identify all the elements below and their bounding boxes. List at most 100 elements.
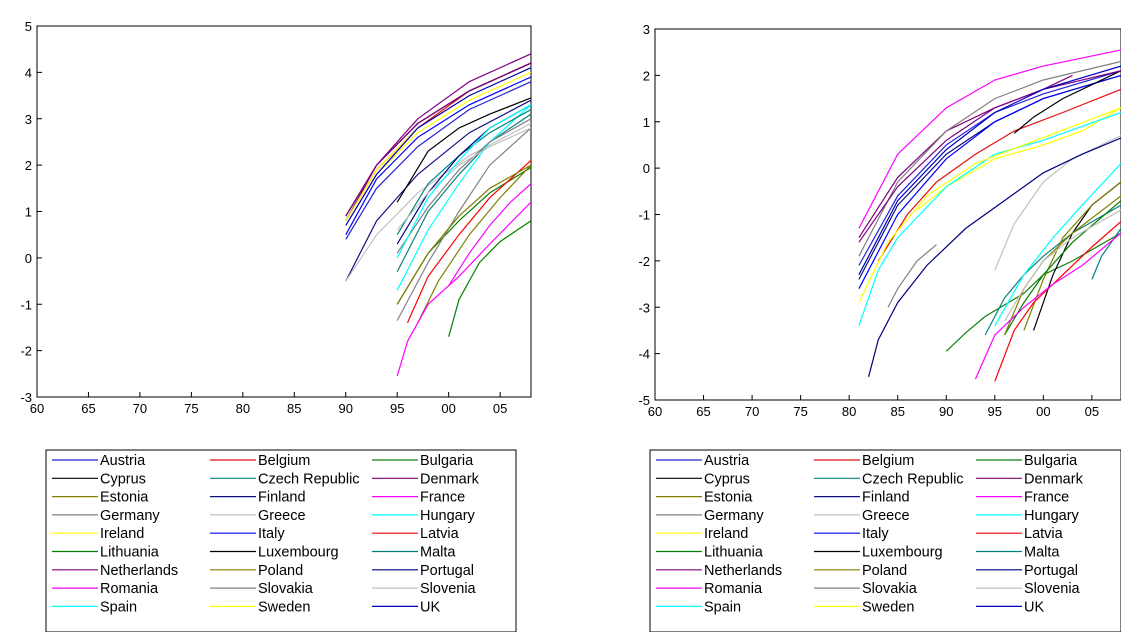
legend-label: Slovenia xyxy=(420,581,477,597)
series-line-spain xyxy=(396,104,531,259)
legend-item: Netherlands xyxy=(656,563,782,579)
legend-item: Denmark xyxy=(372,471,480,487)
legend-label: Greece xyxy=(258,508,306,524)
legend-label: Spain xyxy=(100,599,137,615)
y-tick-label: -2 xyxy=(20,344,32,359)
series-line-luxembourg xyxy=(1013,70,1121,134)
right-chart-legend: Austria Belgium Bulgaria Cyprus Czech Republ… xyxy=(649,449,1121,632)
legend-item: Luxembourg xyxy=(814,545,943,561)
legend-label: Cyprus xyxy=(100,471,146,487)
legend-item: Poland xyxy=(210,563,303,579)
legend-box xyxy=(649,449,1121,632)
y-tick-label: -4 xyxy=(638,347,650,362)
series-line-italy xyxy=(858,74,1121,289)
series-line-cyprus xyxy=(1033,181,1121,331)
series-line-belgium xyxy=(345,62,531,222)
legend-item: Austria xyxy=(52,453,146,469)
legend-label: Belgium xyxy=(862,453,914,469)
legend-label: Italy xyxy=(258,526,285,542)
y-tick-label: -1 xyxy=(20,297,32,312)
y-tick-label: 2 xyxy=(25,158,32,173)
series-line-romania xyxy=(974,232,1121,380)
y-tick-label: 3 xyxy=(25,112,32,127)
y-tick-label: -3 xyxy=(20,390,32,405)
legend-item: France xyxy=(976,490,1069,506)
series-line-ireland xyxy=(345,67,531,222)
y-tick-label: 4 xyxy=(25,65,32,80)
legend-item: France xyxy=(372,490,465,506)
series-line-austria xyxy=(345,81,531,240)
series-line-uk xyxy=(345,67,531,226)
legend-item: Latvia xyxy=(372,526,460,542)
legend-item: Slovakia xyxy=(814,581,918,597)
left-chart-panel: 60 65 70 75 80 85 90 95 00 05 -3 -2 -1 0 1 2 3 4 5 xyxy=(20,19,532,416)
series-line-uk xyxy=(858,65,1121,276)
legend-label: Bulgaria xyxy=(1024,453,1078,469)
y-tick-label: -2 xyxy=(638,254,650,269)
legend-label: Sweden xyxy=(862,599,914,615)
legend-label: UK xyxy=(420,599,440,615)
legend-item: Estonia xyxy=(656,490,753,506)
legend-item: Lithuania xyxy=(52,545,160,561)
y-tick-label: -3 xyxy=(638,300,650,315)
series-line-hungary xyxy=(994,163,1121,327)
legend-box xyxy=(45,449,517,632)
y-tick-label: 3 xyxy=(643,22,650,37)
legend-item: Cyprus xyxy=(52,471,146,487)
series-line-netherlands xyxy=(858,70,1121,243)
series-line-slovakia xyxy=(396,118,531,254)
legend-item: Italy xyxy=(814,526,889,542)
legend-item: Ireland xyxy=(52,526,144,542)
legend-label: Romania xyxy=(100,581,159,597)
series-line-latvia xyxy=(406,160,531,324)
series-line-luxembourg xyxy=(396,97,531,203)
legend-label: Poland xyxy=(258,563,303,579)
legend-label: Finland xyxy=(862,490,910,506)
legend-item: Slovenia xyxy=(372,581,477,597)
x-tick-label: 85 xyxy=(287,401,301,416)
series-line-denmark xyxy=(858,74,1073,239)
legend-label: Lithuania xyxy=(704,545,764,561)
legend-item: Germany xyxy=(656,508,764,524)
y-tick-label: 0 xyxy=(643,161,650,176)
x-tick-label: 80 xyxy=(236,401,250,416)
x-tick-label: 00 xyxy=(1036,404,1050,419)
legend-item: Italy xyxy=(210,526,285,542)
legend-item: Spain xyxy=(656,599,741,615)
legend-item: Portugal xyxy=(372,563,474,579)
y-tick-label: 5 xyxy=(25,19,32,34)
legend-item: Sweden xyxy=(814,599,914,615)
x-tick-label: 00 xyxy=(441,401,455,416)
series-line-czech-republic xyxy=(984,204,1121,336)
legend-label: Cyprus xyxy=(704,471,750,487)
legend-item: Greece xyxy=(814,508,910,524)
legend-item: Estonia xyxy=(52,490,149,506)
legend-item: Lithuania xyxy=(656,545,764,561)
legend-label: Hungary xyxy=(1024,508,1080,524)
legend-label: Czech Republic xyxy=(258,471,360,487)
legend-label: Denmark xyxy=(420,471,480,487)
legend-item: UK xyxy=(372,599,440,615)
legend-item: Malta xyxy=(372,545,456,561)
legend-item: Slovenia xyxy=(976,581,1081,597)
x-tick-label: 90 xyxy=(339,401,353,416)
x-tick-label: 05 xyxy=(493,401,507,416)
series-line-lithuania xyxy=(1003,200,1121,336)
series-line-germany xyxy=(396,127,531,321)
series-line-austria xyxy=(858,70,1121,266)
legend-item: Sweden xyxy=(210,599,310,615)
legend-item: Finland xyxy=(814,490,910,506)
legend-item: Portugal xyxy=(976,563,1078,579)
series-line-denmark xyxy=(345,53,531,222)
x-tick-label: 75 xyxy=(793,404,807,419)
legend-item: Austria xyxy=(656,453,750,469)
legend-item: Cyprus xyxy=(656,471,750,487)
legend-label: Bulgaria xyxy=(420,453,474,469)
legend-item: Hungary xyxy=(976,508,1080,524)
legend-label: Slovenia xyxy=(1024,581,1081,597)
legend-item: Slovakia xyxy=(210,581,314,597)
legend-label: Ireland xyxy=(100,526,144,542)
series-line-latvia xyxy=(994,221,1121,382)
legend-label: Luxembourg xyxy=(258,545,339,561)
x-tick-label: 60 xyxy=(648,404,662,419)
